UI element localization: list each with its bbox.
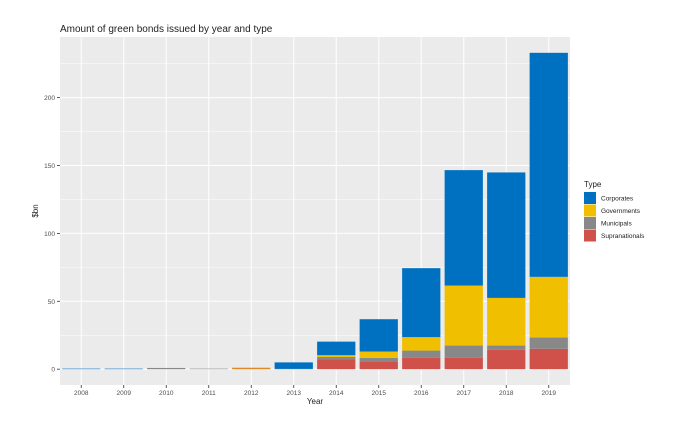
bar-segment-municipals-2016	[402, 350, 441, 358]
bar-segment-governments-2016	[402, 337, 441, 351]
bar-segment-municipals-2018	[487, 345, 526, 350]
bar-segment-corporates-2015	[359, 319, 398, 352]
x-tick-label: 2018	[499, 390, 514, 397]
bar-segment-corporates-2013	[274, 362, 313, 369]
y-axis: 0 50 100 150 200	[44, 95, 60, 374]
bar-segment-corporates-2014	[317, 341, 356, 356]
bar-segment-municipals-2011	[189, 368, 228, 370]
x-tick-label: 2012	[244, 390, 259, 397]
bar-segment-municipals-2010	[147, 367, 186, 370]
bar-segment-municipals-2014	[317, 356, 356, 360]
bars	[62, 52, 568, 370]
bar-segment-supranationals-2015	[359, 361, 398, 370]
y-axis-label: $bn	[31, 204, 40, 217]
legend-key-supranationals	[584, 229, 596, 242]
legend-key-municipals	[584, 217, 596, 229]
x-tick-label: 2014	[329, 390, 344, 397]
x-tick-label: 2008	[74, 390, 89, 397]
plot-panel	[60, 37, 570, 385]
bar-segment-supranationals-2019	[529, 348, 568, 370]
bar-segment-municipals-2017	[444, 345, 483, 358]
y-tick-label: 200	[44, 95, 55, 102]
bar-segment-governments-2015	[359, 351, 398, 358]
x-axis-label: Year	[307, 397, 324, 406]
legend-label-municipals: Municipals	[601, 221, 632, 228]
chart-title: Amount of green bonds issued by year and…	[60, 24, 273, 35]
bar-segment-governments-2012	[232, 367, 271, 369]
bar-segment-supranationals-2016	[402, 357, 441, 370]
x-tick-label: 2019	[542, 390, 557, 397]
legend-label-governments: Governments	[601, 208, 641, 215]
x-tick-label: 2017	[457, 390, 472, 397]
bar-segment-municipals-2015	[359, 357, 398, 362]
bar-segment-corporates-2016	[402, 268, 441, 338]
bar-segment-supranationals-2018	[487, 349, 526, 370]
x-tick-label: 2015	[372, 390, 387, 397]
bar-segment-supranationals-2014	[317, 359, 356, 370]
x-tick-label: 2016	[414, 390, 429, 397]
bar-segment-supranationals-2012	[232, 368, 271, 370]
legend-label-corporates: Corporates	[601, 196, 634, 203]
legend-label-supranationals: Supranationals	[601, 233, 645, 240]
bar-segment-governments-2019	[529, 276, 568, 338]
bar-segment-governments-2018	[487, 297, 526, 346]
y-tick-label: 150	[44, 163, 55, 170]
x-tick-label: 2009	[117, 390, 132, 397]
bar-segment-corporates-2019	[529, 52, 568, 277]
x-axis: 2008 2009 2010 2011 2012 2013 2014 2015 2016 2017…	[74, 385, 556, 397]
y-tick-label: 50	[48, 299, 56, 306]
bar-segment-governments-2014	[317, 355, 356, 357]
bar-segment-corporates-2008	[62, 368, 101, 370]
y-tick-label: 100	[44, 231, 55, 238]
bar-segment-corporates-2018	[487, 172, 526, 298]
bar-segment-corporates-2017	[444, 170, 483, 286]
bar-segment-supranationals-2017	[444, 357, 483, 370]
legend: Type Corporates Governments Municipals Supr…	[584, 180, 645, 242]
bar-segment-municipals-2019	[529, 337, 568, 349]
y-tick-label: 0	[51, 367, 55, 374]
x-tick-label: 2010	[159, 390, 174, 397]
bar-segment-governments-2017	[444, 285, 483, 346]
legend-key-governments	[584, 204, 596, 217]
x-tick-label: 2013	[287, 390, 302, 397]
bar-segment-corporates-2009	[104, 368, 143, 370]
legend-key-corporates	[584, 192, 596, 204]
x-tick-label: 2011	[202, 390, 216, 397]
legend-title: Type	[584, 180, 602, 189]
